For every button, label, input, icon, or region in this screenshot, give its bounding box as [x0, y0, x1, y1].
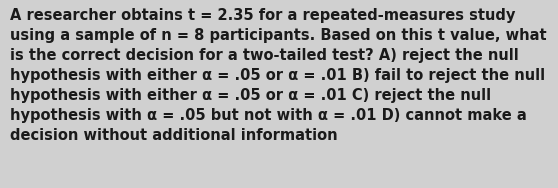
Text: A researcher obtains t = 2.35 for a repeated-measures study
using a sample of n : A researcher obtains t = 2.35 for a repe…	[10, 8, 547, 143]
